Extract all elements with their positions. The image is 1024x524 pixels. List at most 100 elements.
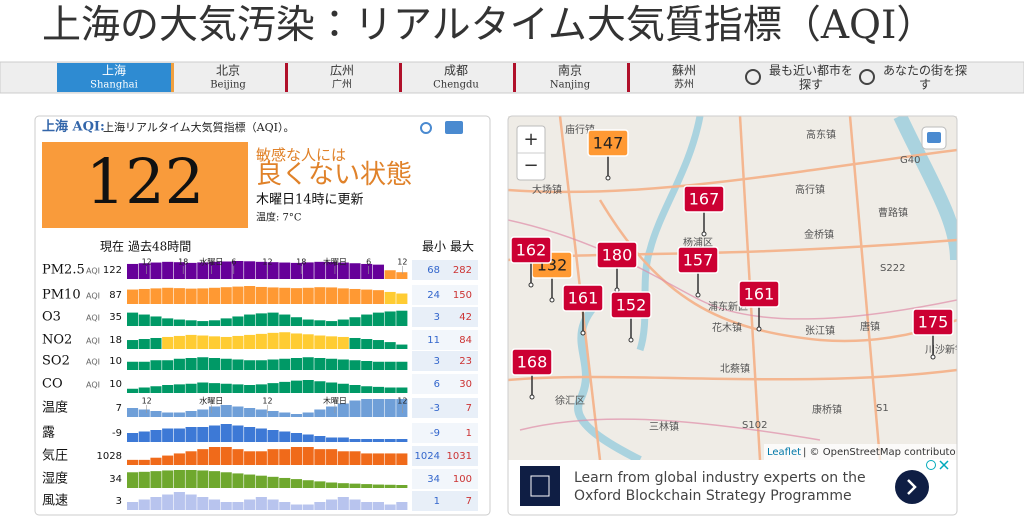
row-current: 34 — [109, 474, 122, 485]
head-history: 過去48時間 — [128, 240, 191, 254]
nav-item[interactable]: 成都 Chengdu — [399, 63, 479, 92]
history-bar — [208, 383, 221, 393]
row-name: CO — [42, 377, 63, 392]
aqi-marker[interactable]: 152 — [610, 291, 652, 343]
aqi-marker[interactable]: 168 — [511, 348, 553, 400]
aqi-marker[interactable]: 161 — [562, 284, 604, 336]
head-current: 現在 — [100, 240, 124, 254]
history-bar — [279, 358, 291, 370]
history-bar — [267, 262, 279, 279]
history-bar — [185, 358, 197, 370]
history-bar — [232, 286, 244, 304]
zoom-in[interactable]: + — [523, 129, 538, 150]
history-bar — [384, 399, 396, 417]
nav-item[interactable]: 北京 Beijing — [171, 63, 246, 92]
ad-logo[interactable] — [520, 466, 560, 506]
nav-item[interactable]: 上海 Shanghai — [57, 63, 171, 92]
history-bar — [255, 286, 267, 304]
ad-line1[interactable]: Learn from global industry experts on th… — [574, 470, 866, 486]
history-bar — [337, 437, 349, 442]
history-bar — [396, 344, 408, 349]
card-subtitle: 上海リアルタイム大気質指標（AQI）。 — [103, 120, 294, 134]
aqi-marker[interactable]: 180 — [596, 241, 638, 293]
history-bar — [255, 360, 267, 370]
time-label: 6 — [366, 258, 371, 267]
row-max: 84 — [459, 335, 472, 346]
ad-button[interactable] — [895, 470, 929, 504]
row-unit: AQI — [86, 267, 100, 276]
history-bar — [150, 288, 162, 304]
nav-label: 最も近い都市を — [769, 64, 853, 78]
history-bar — [279, 412, 291, 417]
aqi-marker[interactable]: 147 — [587, 129, 629, 181]
aqi-marker[interactable]: 157 — [677, 246, 719, 298]
marker-dot — [605, 175, 611, 181]
history-bar — [185, 494, 197, 510]
history-bar — [150, 411, 162, 417]
history-bar — [150, 386, 162, 393]
history-bar — [173, 470, 185, 488]
place-label: 杨浦区 — [683, 236, 713, 249]
history-bar — [208, 499, 221, 510]
aqi-marker[interactable]: 167 — [683, 185, 725, 237]
row-bg — [412, 491, 478, 511]
nav-label: 北京 — [216, 64, 240, 78]
history-bar — [361, 453, 373, 465]
history-bar — [267, 312, 279, 326]
zoom-out[interactable]: − — [523, 155, 538, 176]
place-label: 北蔡镇 — [720, 362, 750, 375]
history-bar — [162, 494, 174, 510]
head-min: 最小 — [422, 240, 446, 254]
marker-value: 161 — [568, 289, 599, 308]
history-bar — [396, 361, 408, 370]
nav-sub: 苏州 — [674, 78, 694, 91]
card-city: 上海 AQI: — [42, 119, 105, 135]
ad-line2[interactable]: Oxford Blockchain Strategy Programme — [574, 488, 852, 504]
marker-value: 180 — [602, 246, 633, 265]
history-bar — [384, 342, 396, 349]
history-bar — [220, 318, 232, 326]
history-bar — [255, 261, 267, 279]
history-bar — [384, 311, 396, 326]
aqi-marker[interactable]: 162 — [510, 236, 552, 288]
row-min: 11 — [427, 335, 440, 346]
history-bar — [150, 337, 162, 349]
history-bar — [162, 455, 174, 465]
adchoices[interactable] — [926, 459, 950, 471]
history-bar — [208, 447, 221, 465]
row-current: 3 — [116, 496, 122, 507]
nav-separator — [285, 63, 288, 92]
history-bar — [326, 406, 338, 417]
history-bar — [255, 333, 267, 349]
history-bar — [279, 431, 291, 442]
history-bar — [384, 387, 396, 393]
nav-item[interactable]: 南京 Nanjing — [513, 63, 591, 93]
attribution-link[interactable]: Leaflet — [767, 447, 801, 458]
aqi-marker[interactable]: 175 — [912, 308, 954, 360]
share-icons[interactable] — [420, 121, 463, 134]
aqi-marker[interactable]: 161 — [738, 280, 780, 332]
row-max: 30 — [459, 379, 472, 390]
history-bar — [361, 439, 373, 442]
history-bar — [150, 316, 162, 326]
history-bar — [290, 333, 303, 349]
row-bg — [412, 423, 478, 443]
history-bar — [326, 482, 338, 488]
history-bar — [361, 484, 373, 488]
history-bar — [244, 499, 256, 510]
history-bar — [314, 320, 326, 326]
row-current: 10 — [109, 356, 122, 367]
history-bar — [244, 451, 256, 465]
nav-label: あなたの街を探 — [883, 64, 967, 78]
history-bar — [232, 359, 244, 370]
history-bar — [127, 312, 139, 326]
history-bar — [337, 288, 349, 304]
history-bar — [138, 263, 150, 279]
history-bar — [150, 457, 162, 465]
